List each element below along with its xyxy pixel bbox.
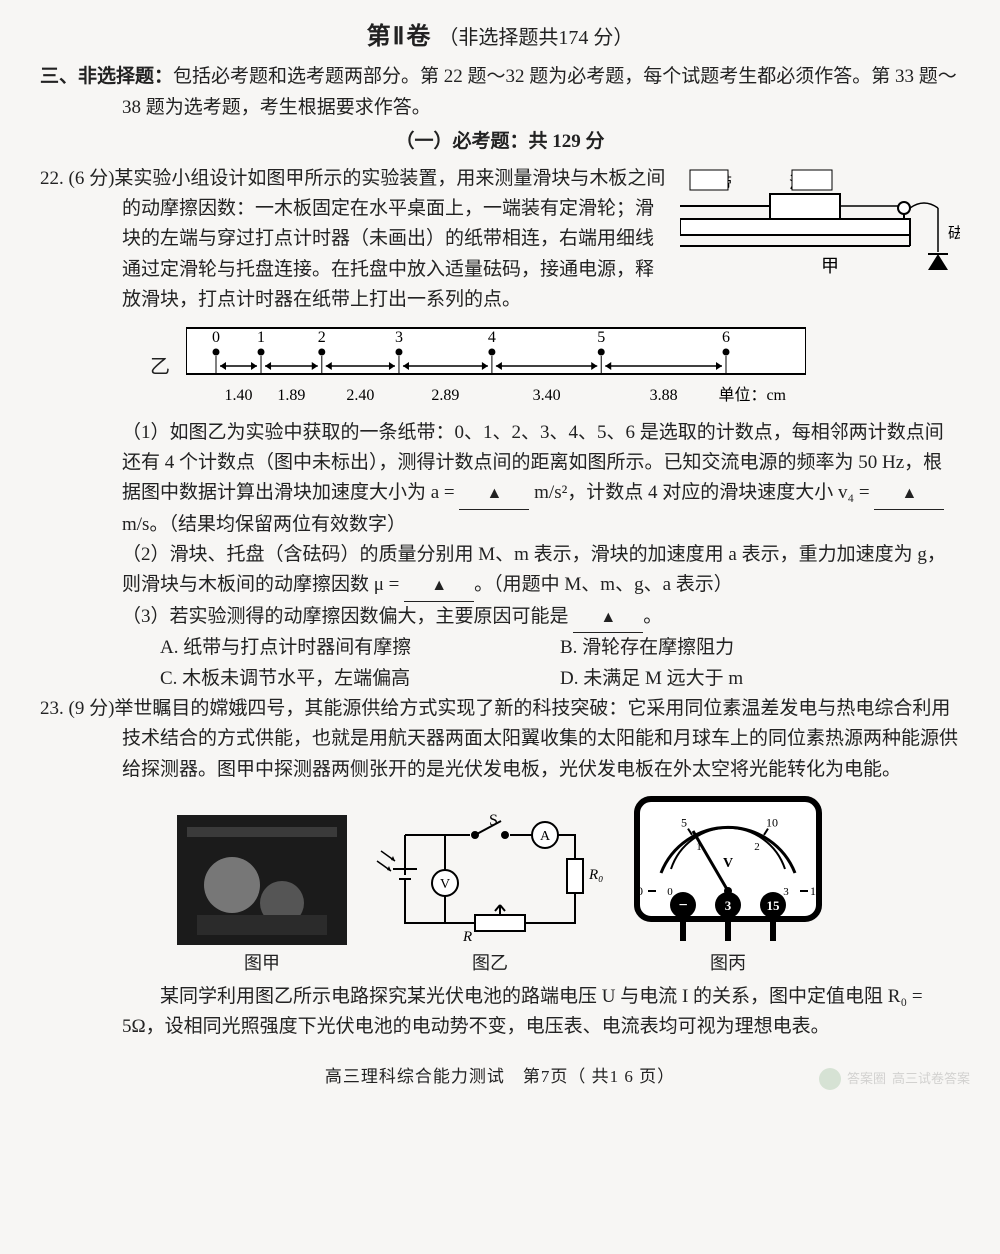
q23-figures: 图甲 [40, 795, 960, 978]
svg-text:3: 3 [395, 329, 403, 346]
svg-text:2.89: 2.89 [431, 387, 459, 404]
svg-text:6: 6 [722, 329, 730, 346]
section3-block: 三、非选择题：包括必考题和选考题两部分。第 22 题～32 题为必考题，每个试题… [40, 62, 960, 123]
svg-text:R: R [462, 929, 472, 945]
svg-text:3.40: 3.40 [533, 387, 561, 404]
svg-text:A: A [540, 829, 551, 844]
svg-text:4: 4 [488, 329, 496, 346]
q22-options: A. 纸带与打点计时器间有摩擦 B. 滑轮存在摩擦阻力 C. 木板未调节水平，左… [40, 633, 960, 694]
svg-text:V: V [723, 856, 733, 871]
svg-text:2: 2 [318, 329, 326, 346]
section3-heading: 三、非选择题： [40, 66, 173, 87]
q22-opt-C: C. 木板未调节水平，左端偏高 [160, 664, 560, 694]
q23-tail: 某同学利用图乙所示电路探究某光伏电池的路端电压 U 与电流 I 的关系，图中定值… [40, 982, 960, 1043]
q23-stem: 23. (9 分)举世瞩目的嫦娥四号，其能源供给方式实现了新的科技突破：它采用同… [40, 694, 960, 785]
watermark-b: 高三试卷答案 [892, 1069, 970, 1090]
svg-text:2.40: 2.40 [346, 387, 374, 404]
svg-text:R₀: R₀ [588, 867, 603, 883]
figure-yi-tape: 乙 0 1 2 3 4 5 6 1.40 1.89 2.40 2.89 3.40 3.88 单位：cm [150, 322, 960, 412]
cap-jia: 图甲 [244, 949, 280, 978]
tape-svg: 0 1 2 3 4 5 6 1.40 1.89 2.40 2.89 3.40 3.88 单位：cm [186, 322, 806, 412]
question-23: 23. (9 分)举世瞩目的嫦娥四号，其能源供给方式实现了新的科技突破：它采用同… [40, 694, 960, 1043]
q22-score: (6 分) [69, 168, 115, 189]
q22-part2: （2）滑块、托盘（含砝码）的质量分别用 M、m 表示，滑块的加速度用 a 表示，… [40, 540, 960, 602]
figure-jia: 滑块 纸带 砝码 甲 [680, 164, 960, 304]
svg-text:V: V [440, 877, 450, 892]
svg-text:甲: 甲 [821, 256, 839, 276]
svg-text:15: 15 [810, 884, 822, 898]
q22-number: 22. [40, 168, 64, 189]
svg-text:3.88: 3.88 [650, 387, 678, 404]
svg-text:5: 5 [597, 329, 605, 346]
figure-jia-svg: 滑块 纸带 砝码 甲 [680, 164, 960, 294]
figure-yi-cap: 乙 [150, 351, 170, 383]
svg-text:3: 3 [725, 898, 732, 913]
q23-stem-text: 举世瞩目的嫦娥四号，其能源供给方式实现了新的科技突破：它采用同位素温差发电与热电… [114, 698, 958, 780]
watermark: 答案圈 高三试卷答案 [819, 1068, 970, 1090]
part-paren: （非选择题共174 分） [438, 27, 633, 49]
svg-text:−: − [678, 897, 687, 914]
svg-text:1.40: 1.40 [225, 387, 253, 404]
q22-opt-D: D. 未满足 M 远大于 m [560, 664, 960, 694]
q22-part3: （3）若实验测得的动摩擦因数偏大，主要原因可能是 ▲。 [40, 602, 960, 633]
figure23-bing: 0051102153 V − 3 15 图丙 [633, 795, 823, 978]
svg-text:1: 1 [257, 329, 265, 346]
svg-text:单位：cm: 单位：cm [718, 386, 786, 404]
q22-p3a: （3）若实验测得的动摩擦因数偏大，主要原因可能是 [122, 606, 573, 627]
blank-reason: ▲ [573, 602, 643, 633]
q22-opt-B: B. 滑轮存在摩擦阻力 [560, 633, 960, 663]
svg-text:0: 0 [667, 886, 673, 898]
q22-p2b: 。（用题中 M、m、g、a 表示） [474, 574, 733, 595]
svg-text:0: 0 [637, 884, 643, 898]
svg-text:15: 15 [767, 898, 781, 913]
svg-text:3: 3 [783, 886, 789, 898]
required-subheading: （一）必考题：共 129 分 [40, 127, 960, 157]
q22-p1b: m/s²，计数点 4 对应的滑块速度大小 v₄ = [529, 482, 874, 503]
q22-p1c: m/s。（结果均保留两位有效数字） [122, 514, 406, 535]
svg-text:2: 2 [754, 841, 760, 853]
part-label: 第Ⅱ卷 [367, 24, 433, 50]
q23-score: (9 分) [69, 698, 115, 719]
blank-mu: ▲ [404, 570, 474, 601]
watermark-a: 答案圈 [847, 1069, 886, 1090]
q22-part1: （1）如图乙为实验中获取的一条纸带：0、1、2、3、4、5、6 是选取的计数点，… [40, 418, 960, 541]
watermark-icon [819, 1068, 841, 1090]
paper-header: 第Ⅱ卷 （非选择题共174 分） [40, 18, 960, 56]
figure23-jia: 图甲 [177, 815, 347, 978]
svg-text:S: S [489, 812, 498, 829]
svg-text:1.89: 1.89 [277, 387, 305, 404]
q22-stem-text: 某实验小组设计如图甲所示的实验装置，用来测量滑块与木板之间的动摩擦因数：一木板固… [114, 168, 665, 311]
blank-a: ▲ [459, 478, 529, 509]
svg-text:10: 10 [766, 816, 778, 830]
cap-yi: 图乙 [472, 949, 508, 978]
svg-text:0: 0 [212, 329, 220, 346]
section3-body: 包括必考题和选考题两部分。第 22 题～32 题为必考题，每个试题考生都必须作答… [122, 66, 957, 117]
figure23-yi: S A V R₀ R 图乙 [375, 805, 605, 978]
cap-bing: 图丙 [710, 949, 746, 978]
question-22: 滑块 纸带 砝码 甲 22. (6 分)某实验小组设计如图甲所示的实验装置，用来… [40, 164, 960, 694]
q23-number: 23. [40, 698, 64, 719]
svg-text:5: 5 [681, 816, 687, 830]
svg-text:砝码: 砝码 [948, 225, 960, 242]
q22-p3b: 。 [643, 606, 662, 627]
q22-opt-A: A. 纸带与打点计时器间有摩擦 [160, 633, 560, 663]
blank-v4: ▲ [874, 478, 944, 509]
